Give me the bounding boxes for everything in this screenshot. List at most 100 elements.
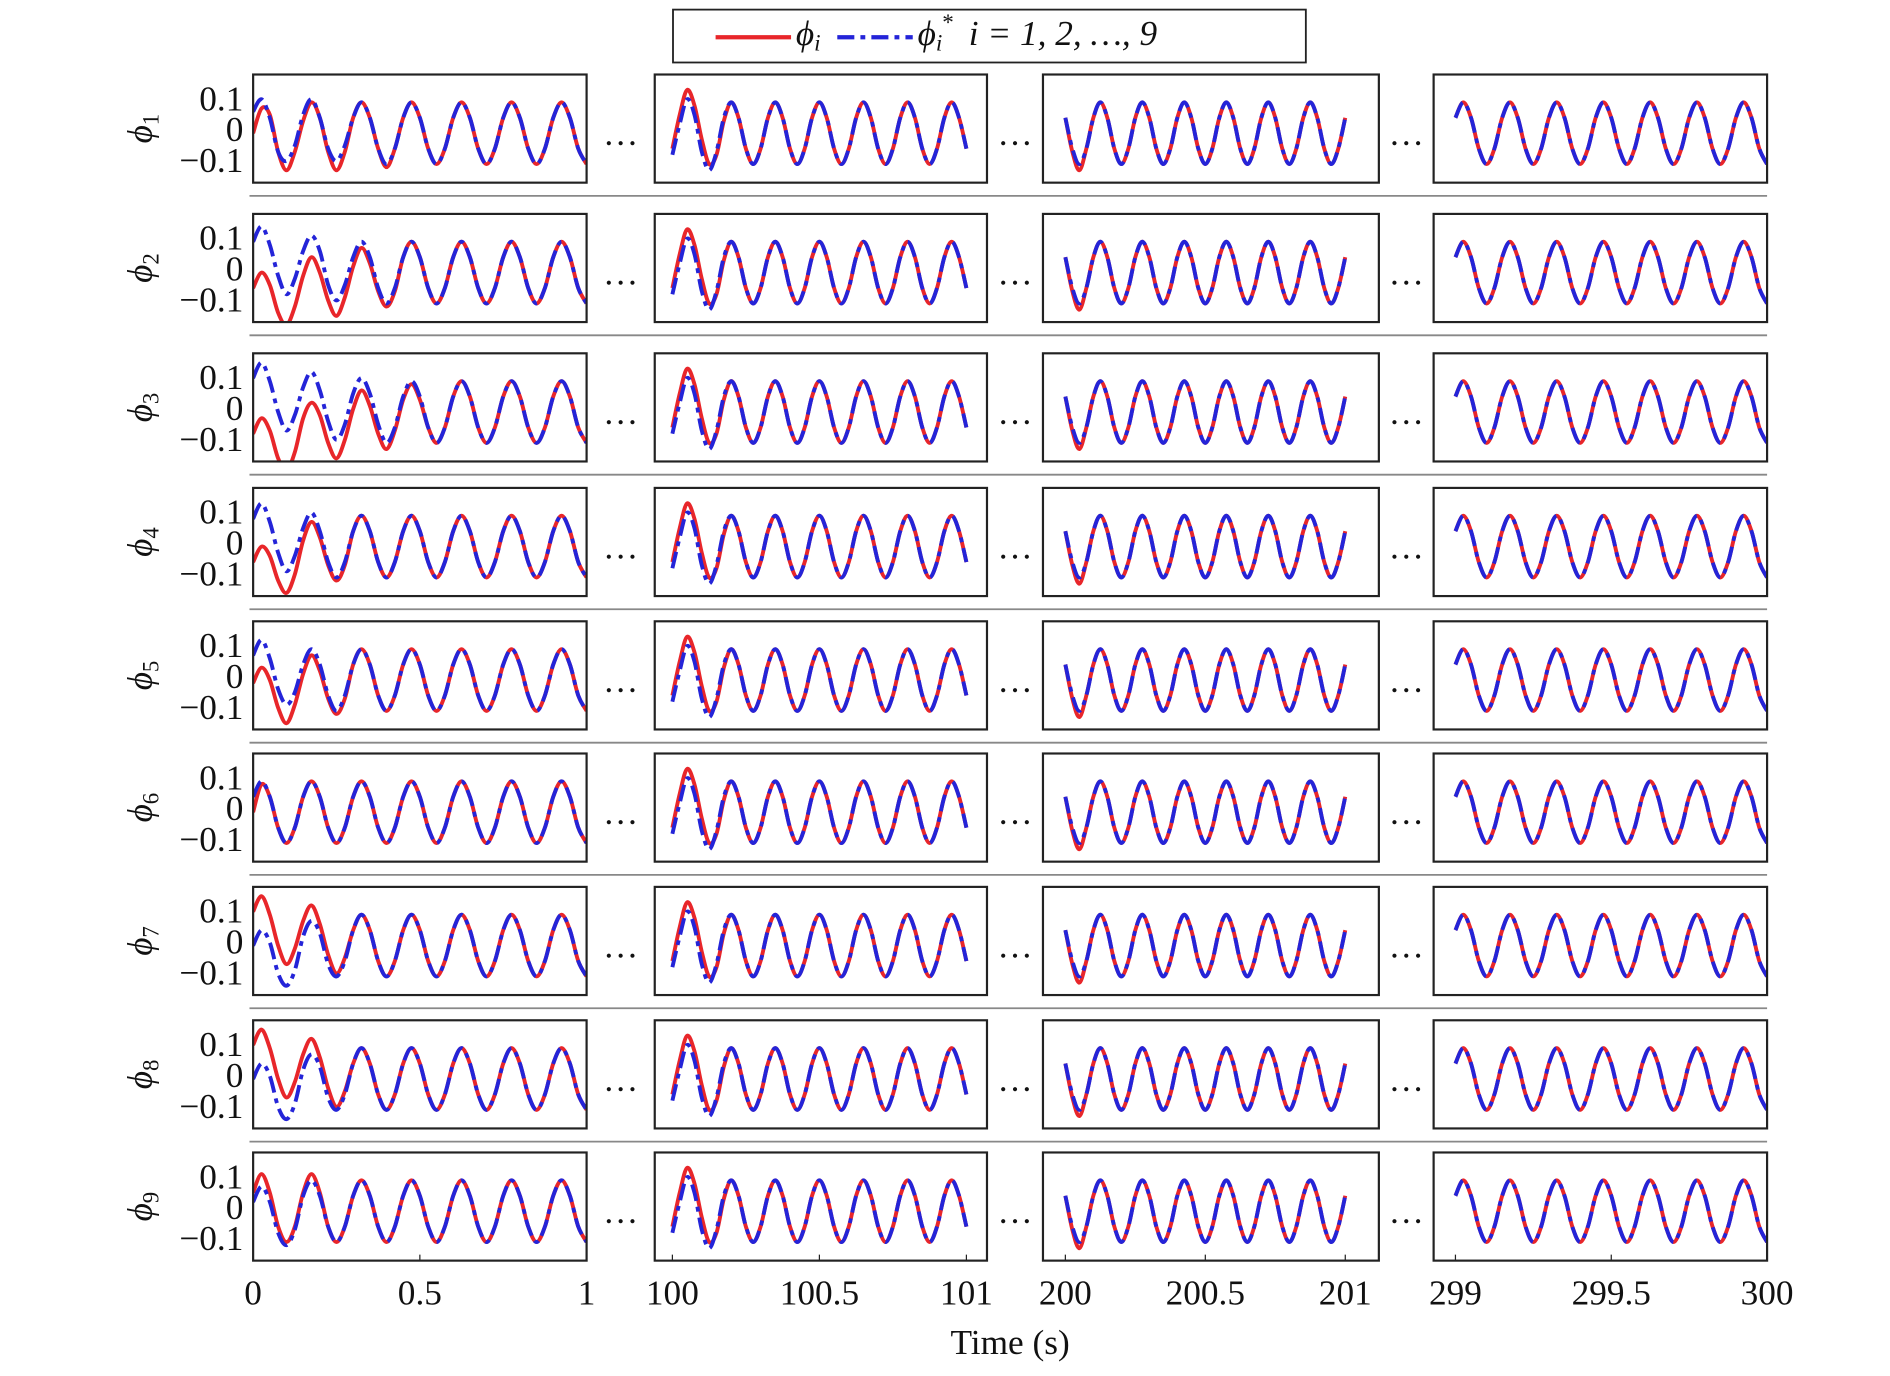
x-tick-label: 1 <box>578 1274 596 1313</box>
x-tick-label: 100 <box>646 1274 699 1313</box>
y-tick-label: 0 <box>226 1056 244 1095</box>
panel-border <box>653 620 989 731</box>
panel-frame <box>1433 753 1768 862</box>
panel-border <box>1432 73 1769 184</box>
x-tick-label: 0.5 <box>398 1274 442 1313</box>
row-label: ϕ9 <box>121 1192 164 1221</box>
series-line <box>1453 912 1768 979</box>
panel-border <box>653 212 989 324</box>
panel-border <box>1432 752 1769 863</box>
panel-border <box>252 620 588 731</box>
series-line <box>1063 379 1348 445</box>
y-tick-label: 0 <box>226 1188 244 1227</box>
legend-superscript: * <box>942 11 954 36</box>
series-line <box>253 97 587 167</box>
panel-frame <box>253 886 587 996</box>
series-line <box>1063 1046 1348 1112</box>
y-tick-label: −0.1 <box>179 820 243 859</box>
ellipsis: … <box>1389 1060 1424 1099</box>
series-line <box>1453 1046 1768 1112</box>
panel-frame <box>253 353 587 462</box>
panel-border <box>1432 486 1769 598</box>
ellipsis: … <box>603 1060 638 1099</box>
panel-frame <box>1042 74 1379 183</box>
series-line <box>1063 912 1348 979</box>
panel-border <box>1432 1151 1769 1262</box>
row-label: ϕ6 <box>121 793 164 822</box>
panel-frame <box>253 74 587 183</box>
panel-frame <box>253 753 587 862</box>
panel-border <box>1041 486 1380 598</box>
row-label-symbol: ϕ <box>121 265 160 283</box>
panel-border <box>1041 1151 1380 1262</box>
series-line <box>670 236 969 312</box>
ellipsis: … <box>1389 793 1424 832</box>
panel-frame <box>1042 1020 1379 1129</box>
panel-frame <box>253 1020 587 1129</box>
x-axis-label: Time (s) <box>950 1323 1069 1362</box>
y-tick-label: −0.1 <box>179 281 243 320</box>
ellipsis: … <box>1389 661 1424 700</box>
x-tick-label: 200 <box>1039 1274 1092 1313</box>
legend-symbol: ϕ <box>796 14 814 53</box>
panel-border <box>653 752 989 863</box>
panel-border <box>252 752 588 863</box>
ellipsis: … <box>603 528 638 567</box>
y-tick-label: 0 <box>226 789 244 828</box>
series-line <box>253 501 587 580</box>
y-tick-label: 0 <box>226 657 244 696</box>
legend-label: ϕi <box>796 14 821 55</box>
series-line <box>1453 779 1768 846</box>
panel-frame <box>1433 1152 1768 1261</box>
series-line <box>253 912 587 988</box>
row-label-symbol: ϕ <box>121 1203 160 1221</box>
y-tick-label: 0.1 <box>199 1025 243 1064</box>
ellipsis: … <box>1389 254 1424 293</box>
ellipsis: … <box>997 927 1032 966</box>
panel-frame <box>1433 213 1768 323</box>
ellipsis: … <box>603 1192 638 1231</box>
row-label-symbol: ϕ <box>121 672 160 690</box>
x-tick-label: 299 <box>1429 1274 1482 1313</box>
row-label-subscript: 2 <box>139 253 164 264</box>
y-tick-label: 0.1 <box>199 892 243 931</box>
panel-border <box>1041 352 1380 463</box>
ellipsis: … <box>603 927 638 966</box>
row-label-subscript: 9 <box>139 1192 164 1203</box>
panel-frame <box>1042 487 1379 597</box>
panel-frame <box>1042 753 1379 862</box>
panel-border <box>252 212 588 324</box>
series-line <box>1453 100 1768 167</box>
series-line <box>1063 513 1348 580</box>
y-tick-label: −0.1 <box>179 141 243 180</box>
panel-border <box>1041 620 1380 731</box>
ellipsis: … <box>1389 927 1424 966</box>
panel-frame <box>1042 1152 1379 1261</box>
row-label-symbol: ϕ <box>121 938 160 956</box>
panel-border <box>653 1151 989 1262</box>
y-tick-label: 0 <box>226 250 244 289</box>
ellipsis: … <box>603 661 638 700</box>
legend-subscript: i <box>936 31 942 56</box>
panel-frame <box>253 487 587 597</box>
panel-border <box>1432 352 1769 463</box>
ellipsis: … <box>997 1192 1032 1231</box>
legend-symbol: ϕ <box>918 14 936 53</box>
y-tick-label: −0.1 <box>179 1087 243 1126</box>
panel-border <box>1041 752 1380 863</box>
legend-note: i = 1, 2, …, 9 <box>969 14 1157 53</box>
x-tick-label: 101 <box>940 1274 993 1313</box>
row-label-symbol: ϕ <box>121 804 160 822</box>
series-line <box>670 510 969 586</box>
y-tick-label: −0.1 <box>179 1219 243 1258</box>
row-label: ϕ8 <box>121 1060 164 1089</box>
y-tick-label: 0 <box>226 524 244 563</box>
panel-frame <box>253 1152 587 1261</box>
panel-border <box>653 1019 989 1130</box>
ellipsis: … <box>603 114 638 153</box>
series-line <box>670 776 969 852</box>
series-line <box>253 360 587 445</box>
y-tick-label: 0 <box>226 110 244 149</box>
